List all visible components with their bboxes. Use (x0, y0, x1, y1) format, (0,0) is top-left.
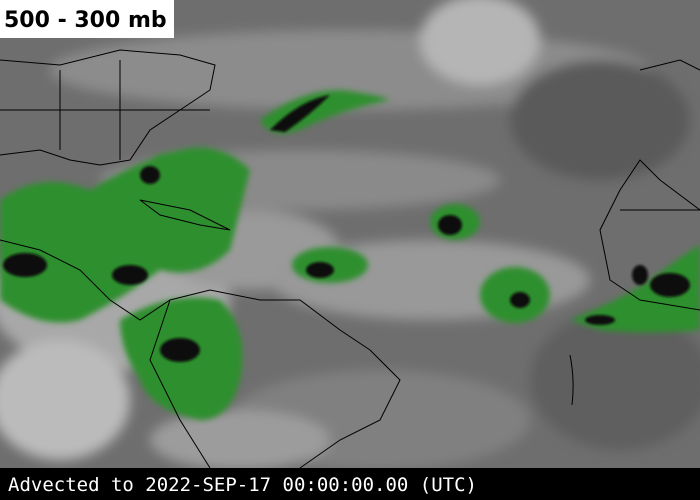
timestamp: Advected to 2022-SEP-17 00:00:00.00 (UTC… (8, 474, 477, 496)
footer-bar (0, 468, 700, 500)
cold-cloud-cores (3, 95, 690, 362)
title-box (0, 0, 174, 38)
coastlines (0, 49, 700, 469)
layer-title: 500 - 300 mb (4, 8, 167, 33)
